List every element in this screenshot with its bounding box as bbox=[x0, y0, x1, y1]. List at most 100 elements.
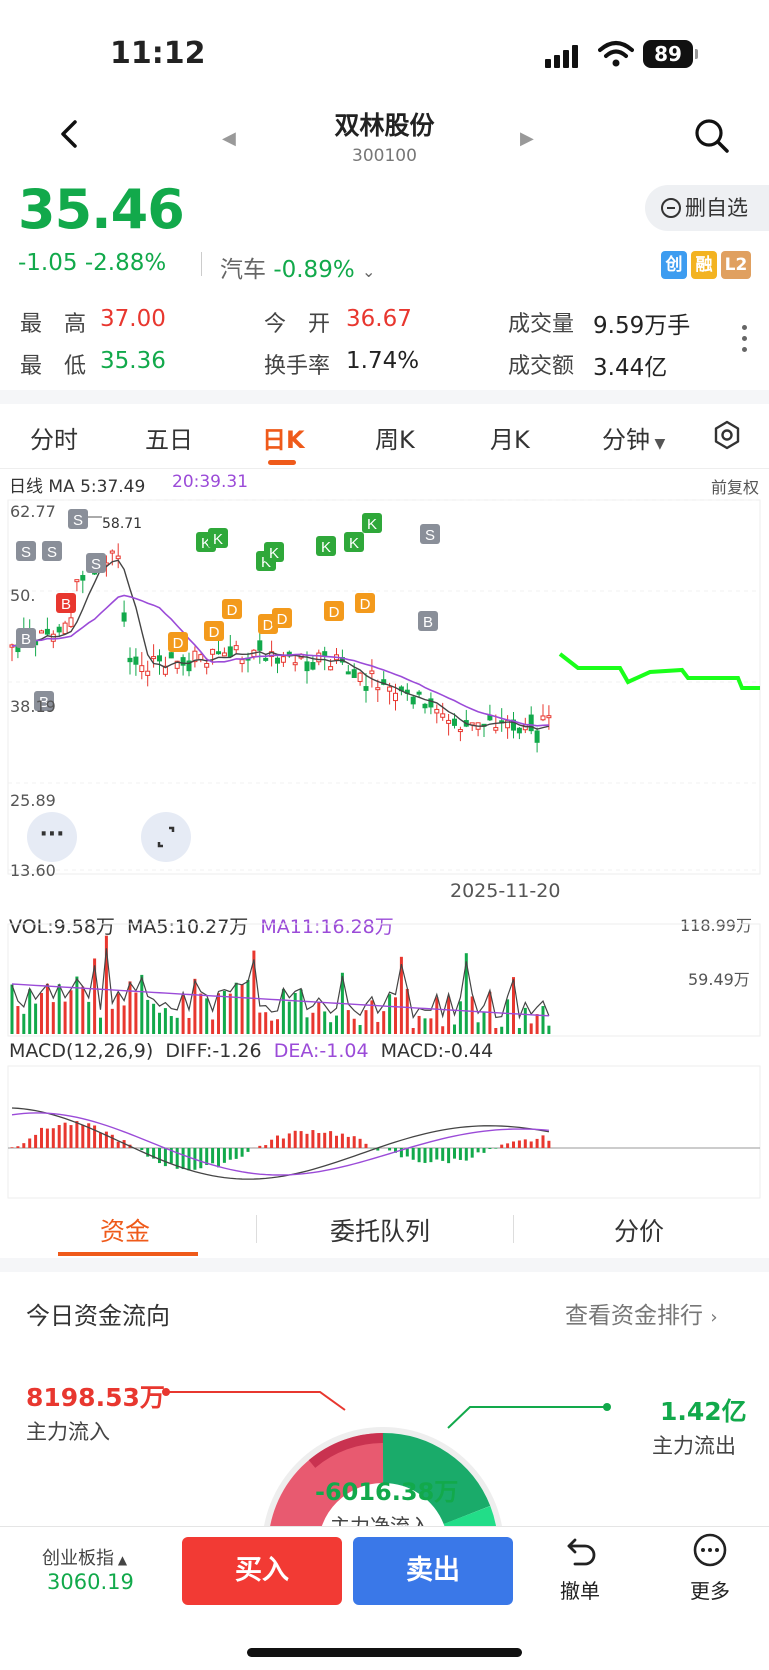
net-inflow-value: -6016.38万 bbox=[315, 1478, 459, 1506]
tab-yuek[interactable]: 月K bbox=[490, 426, 530, 454]
volume-bar bbox=[281, 989, 285, 1034]
volume-bar bbox=[234, 982, 238, 1034]
undo-icon[interactable] bbox=[565, 1534, 599, 1568]
outflow-label: 主力流出 bbox=[652, 1434, 736, 1458]
candle-body bbox=[145, 670, 151, 676]
diff-line bbox=[11, 1107, 550, 1180]
signal-marker-label: B bbox=[423, 614, 433, 631]
tab-zhouk[interactable]: 周K bbox=[375, 426, 415, 454]
signal-marker-label: D bbox=[209, 624, 220, 641]
cancel-order-label[interactable]: 撤单 bbox=[560, 1579, 600, 1603]
macd-bar bbox=[287, 1133, 291, 1148]
volume-bar bbox=[169, 1016, 173, 1034]
tab-funds[interactable]: 资金 bbox=[100, 1217, 151, 1246]
macd-bar bbox=[470, 1148, 474, 1158]
more-options-button[interactable]: ··· bbox=[27, 812, 77, 862]
volume-bar bbox=[211, 1019, 215, 1034]
macd-bar bbox=[488, 1148, 492, 1149]
high-value: 37.00 bbox=[100, 306, 166, 332]
candle-body bbox=[316, 652, 322, 663]
signal-marker bbox=[208, 528, 228, 548]
next-stock-icon[interactable]: ▶ bbox=[520, 128, 534, 149]
volume-bar bbox=[228, 993, 232, 1034]
y-tick-2: 50. bbox=[10, 586, 36, 605]
candle-body bbox=[257, 640, 263, 651]
dea-line bbox=[11, 1112, 549, 1176]
ma20-label: 20:39.31 bbox=[172, 472, 249, 492]
buy-button[interactable]: 买入 bbox=[182, 1537, 342, 1605]
volume-bar bbox=[87, 1001, 91, 1034]
tab-wuri[interactable]: 五日 bbox=[145, 426, 193, 454]
tab-order-queue[interactable]: 委托队列 bbox=[330, 1217, 431, 1246]
macd-bar bbox=[364, 1143, 368, 1148]
volume-bar bbox=[500, 1026, 504, 1034]
signal-marker-label: D bbox=[360, 596, 371, 613]
candle-body bbox=[280, 656, 286, 663]
more-icon[interactable] bbox=[692, 1532, 728, 1568]
signal-marker-label: K bbox=[213, 531, 223, 548]
volume-bar bbox=[329, 1022, 333, 1034]
forecast-line bbox=[558, 652, 760, 690]
macd-bar bbox=[335, 1135, 338, 1148]
macd-bar bbox=[464, 1148, 468, 1161]
candle-body bbox=[511, 719, 516, 731]
macd-chart[interactable] bbox=[0, 1064, 769, 1200]
remove-watchlist-button[interactable]: 删自选 bbox=[645, 185, 769, 231]
volume-bar bbox=[411, 1028, 415, 1034]
tab-rik[interactable]: 日K bbox=[262, 426, 305, 454]
candle-body bbox=[286, 651, 292, 655]
index-name[interactable]: 创业板指 ▲ bbox=[42, 1548, 128, 1569]
macd-bar bbox=[388, 1148, 392, 1151]
macd-bar bbox=[34, 1134, 38, 1148]
signal-marker bbox=[264, 542, 284, 562]
tab-price-distribution[interactable]: 分价 bbox=[614, 1217, 665, 1246]
prev-stock-icon[interactable]: ◀ bbox=[222, 128, 236, 149]
settings-icon[interactable] bbox=[712, 420, 742, 450]
macd-bar bbox=[458, 1148, 462, 1160]
candle-body bbox=[381, 679, 387, 685]
volume-label: 成交量 bbox=[508, 312, 575, 337]
sell-button[interactable]: 卖出 bbox=[353, 1537, 513, 1605]
volume-bar bbox=[399, 956, 403, 1034]
cellular-signal-icon bbox=[545, 45, 578, 68]
search-icon[interactable] bbox=[694, 118, 730, 154]
macd-bar bbox=[329, 1131, 333, 1148]
adjust-mode[interactable]: 前复权 bbox=[711, 478, 760, 497]
tab-fenzhong[interactable]: 分钟 ▼ bbox=[602, 426, 666, 454]
candle-body bbox=[528, 714, 534, 732]
peak-label: 58.71 bbox=[102, 516, 143, 532]
macd-bar bbox=[22, 1143, 26, 1148]
badge-rong: 融 bbox=[691, 251, 717, 279]
candle-body bbox=[56, 626, 62, 633]
volume-bar bbox=[99, 1017, 102, 1034]
tab-fenshi[interactable]: 分时 bbox=[30, 426, 78, 454]
volume-bar bbox=[81, 986, 85, 1034]
candle-body bbox=[540, 715, 546, 721]
volume-chart[interactable] bbox=[0, 922, 769, 1037]
macd-bar bbox=[482, 1148, 486, 1153]
signal-marker-label: K bbox=[367, 516, 377, 533]
volume-bar bbox=[110, 1008, 114, 1034]
volume-bar bbox=[205, 998, 209, 1034]
signal-marker bbox=[420, 524, 440, 544]
sector-change[interactable]: 汽车 -0.89% ⌄ bbox=[220, 257, 376, 283]
home-indicator bbox=[247, 1648, 522, 1657]
volume-bar bbox=[163, 1008, 167, 1034]
macd-bar bbox=[240, 1148, 244, 1157]
more-label[interactable]: 更多 bbox=[690, 1579, 730, 1603]
more-vertical-icon[interactable] bbox=[742, 325, 750, 358]
outflow-value: 1.42亿 bbox=[660, 1397, 747, 1426]
macd-bar bbox=[140, 1148, 144, 1151]
signal-marker bbox=[42, 541, 62, 561]
signal-marker-label: D bbox=[329, 604, 340, 621]
macd-bar bbox=[163, 1148, 167, 1167]
back-icon[interactable] bbox=[55, 118, 87, 150]
candle-body bbox=[440, 713, 446, 718]
fund-ranking-link[interactable]: 查看资金排行 › bbox=[565, 1303, 718, 1329]
vol-ma11-line bbox=[11, 983, 549, 1017]
fullscreen-button[interactable] bbox=[141, 812, 191, 862]
candle-body bbox=[168, 652, 174, 659]
macd-bar bbox=[435, 1148, 439, 1160]
candle-body bbox=[157, 655, 162, 662]
